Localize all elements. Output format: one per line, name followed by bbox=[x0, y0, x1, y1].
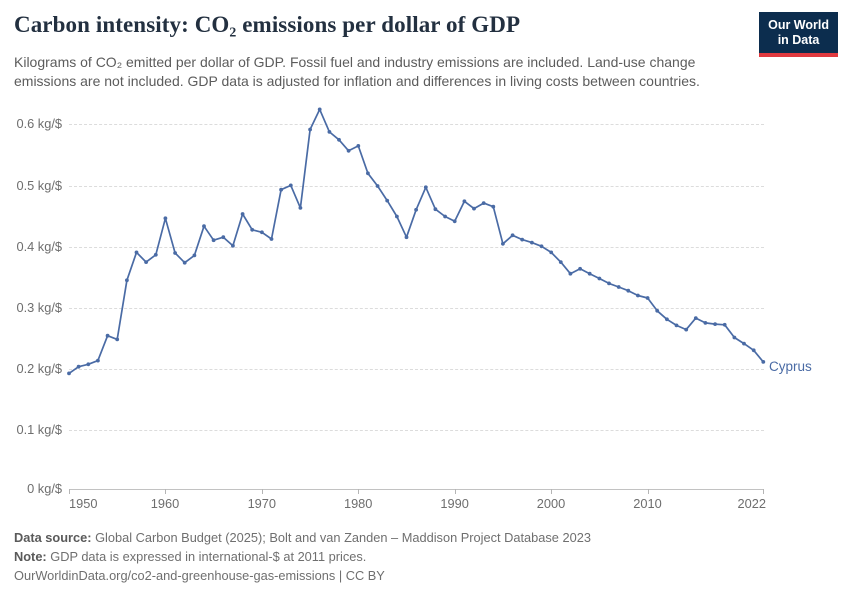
footer-note: Note: GDP data is expressed in internati… bbox=[14, 548, 366, 565]
x-axis-tick bbox=[261, 489, 263, 494]
y-axis-label-0-4: 0.4 kg/$ bbox=[16, 239, 62, 254]
footer-note-text: GDP data is expressed in international-$… bbox=[46, 549, 367, 564]
entity-label-cyprus: Cyprus bbox=[769, 359, 812, 374]
footer-note-label: Note: bbox=[14, 549, 47, 564]
y-axis-label-0-2: 0.2 kg/$ bbox=[16, 361, 62, 376]
chart-subtitle: Kilograms of CO₂ emitted per dollar of G… bbox=[14, 54, 700, 89]
x-axis-tick bbox=[165, 489, 166, 494]
x-axis-tick bbox=[763, 489, 764, 494]
page-title: Carbon intensity: CO₂ emissions per doll… bbox=[14, 12, 521, 37]
x-axis-tick bbox=[647, 489, 649, 494]
x-axis-tick bbox=[454, 489, 456, 494]
gridline-0-4 bbox=[69, 247, 764, 248]
owid-logo-line2: in Data bbox=[777, 33, 820, 47]
gridline-0-1 bbox=[69, 430, 764, 431]
owid-logo-line1: Our World bbox=[768, 18, 829, 32]
footer-link-line: OurWorldinData.org/co2-and-greenhouse-ga… bbox=[14, 567, 385, 584]
x-axis-tick bbox=[358, 489, 360, 494]
y-axis-label-0-5: 0.5 kg/$ bbox=[16, 178, 62, 193]
gridline-0-6 bbox=[69, 124, 764, 125]
gridline-0-2 bbox=[69, 369, 764, 370]
gridline-0-3 bbox=[69, 308, 764, 309]
gridline-0-5 bbox=[69, 186, 764, 187]
x-axis-label-1970: 1970 bbox=[247, 496, 277, 511]
x-axis-label-1960: 1960 bbox=[150, 496, 180, 511]
owid-logo[interactable]: Our World in Data bbox=[759, 12, 838, 57]
y-axis-label-0: 0 kg/$ bbox=[27, 481, 62, 496]
x-axis-label-1980: 1980 bbox=[343, 496, 373, 511]
y-axis-label-0-1: 0.1 kg/$ bbox=[16, 422, 62, 437]
y-axis-label-0-6: 0.6 kg/$ bbox=[16, 116, 62, 131]
x-axis-label-1950: 1950 bbox=[69, 496, 98, 511]
x-axis-tick bbox=[551, 489, 552, 494]
y-axis-label-0-3: 0.3 kg/$ bbox=[16, 300, 62, 315]
x-axis-label-2000: 2000 bbox=[536, 496, 566, 511]
footer-data-source-label: Data source: bbox=[14, 530, 92, 545]
footer-data-source: Data source: Global Carbon Budget (2025)… bbox=[14, 529, 591, 546]
x-axis-line bbox=[69, 489, 764, 490]
x-axis-label-2010: 2010 bbox=[633, 496, 662, 511]
x-axis-label-2022: 2022 bbox=[737, 496, 766, 511]
footer-data-source-text: Global Carbon Budget (2025); Bolt and va… bbox=[91, 530, 591, 545]
x-axis-label-1990: 1990 bbox=[440, 496, 469, 511]
x-axis-tick bbox=[69, 489, 70, 494]
footer-citation-link[interactable]: OurWorldinData.org/co2-and-greenhouse-ga… bbox=[14, 568, 385, 583]
